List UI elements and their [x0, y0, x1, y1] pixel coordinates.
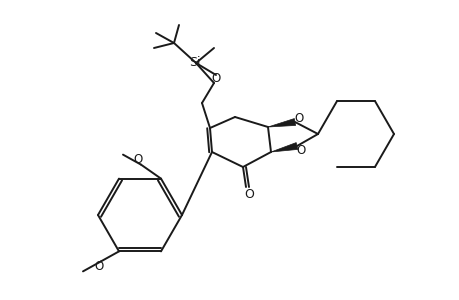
- Text: Si: Si: [189, 56, 200, 68]
- Polygon shape: [268, 118, 295, 127]
- Polygon shape: [270, 142, 297, 152]
- Text: O: O: [296, 143, 305, 157]
- Text: O: O: [133, 153, 142, 166]
- Text: O: O: [244, 188, 253, 200]
- Text: O: O: [211, 71, 220, 85]
- Text: O: O: [94, 260, 103, 273]
- Text: O: O: [294, 112, 303, 124]
